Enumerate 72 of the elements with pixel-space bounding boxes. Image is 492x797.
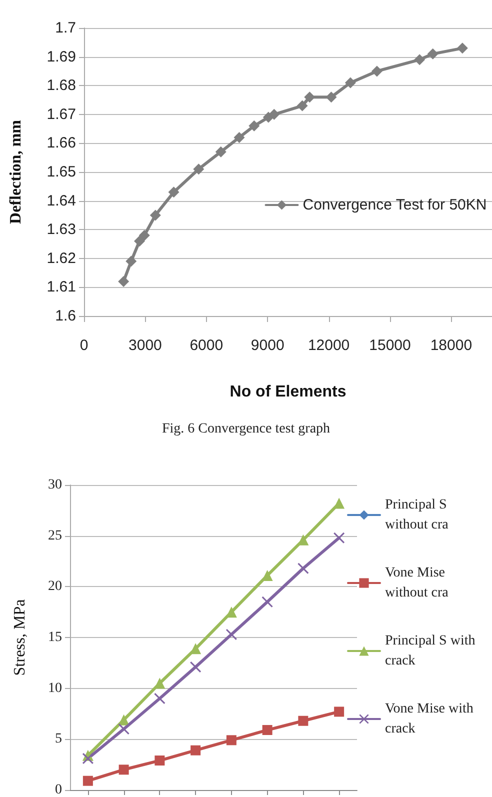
point [138,230,150,241]
point [427,48,438,60]
point [371,66,382,77]
x-tick-label: 18000 [430,337,472,354]
point [193,164,204,175]
caption: Fig. 6 Convergence test graph [162,422,330,436]
point [154,693,166,704]
y-tick-label: 1.7 [55,20,76,36]
y-tick-label: 1.6 [55,308,76,324]
y-tick-label: 30 [48,478,62,492]
x-tick-label: 12000 [308,337,350,354]
y-tick-label: 1.69 [46,48,76,66]
point [215,146,226,158]
y-tick-label: 1.62 [46,250,76,267]
legend-label: Vone Mise without cra [385,566,450,600]
x-tick-label: 3000 [128,337,162,354]
point [226,735,236,746]
point [296,100,308,112]
x-tick-label: 0 [80,337,88,354]
y-tick-label: 20 [48,579,62,594]
point [334,532,345,544]
y-axis-title: Deflection, mm [8,119,24,224]
point [190,745,201,756]
point [82,776,93,786]
legend-label: Principal S with crack [385,634,479,668]
y-tick-label: 1.61 [46,278,76,296]
point [168,186,180,198]
point [262,725,272,736]
point [150,210,161,221]
point [226,628,237,640]
point [326,92,337,103]
point [118,764,129,775]
point [82,752,94,764]
x-tick-label: 6000 [190,337,224,354]
point [334,498,345,509]
y-tick-label: 0 [55,782,62,797]
x-tick-label: 9000 [250,337,284,354]
y-tick-label: 5 [55,732,62,747]
legend-label: Vone Mise with crack [385,702,477,736]
point [126,256,137,267]
y-tick-label: 15 [48,630,62,645]
point [268,108,280,120]
point [234,132,245,143]
y-tick-label: 1.65 [46,164,76,180]
x-axis-title: No of Elements [230,384,346,400]
point [248,120,260,132]
x-tick-label: 15000 [369,337,411,354]
point [414,54,426,66]
point [134,236,145,247]
y-tick-label: 25 [48,528,62,544]
legend-label: Principal S without cra [385,498,450,532]
point [262,596,273,608]
y-axis-title: Stress, MPa [12,599,28,676]
point [344,77,356,88]
point [334,706,344,717]
point [190,661,202,672]
point [118,276,130,287]
point [298,716,308,726]
y-tick-label: 1.64 [46,192,76,210]
point [298,562,309,574]
point [154,678,166,689]
point [154,756,165,766]
y-tick-label: 1.63 [46,221,76,238]
y-tick-label: 1.68 [46,77,76,94]
point [304,92,316,103]
y-tick-label: 1.66 [46,134,76,152]
point [190,643,202,654]
point [118,724,130,734]
legend-label: Convergence Test for 50KN [302,196,487,214]
y-tick-label: 1.67 [46,106,76,123]
y-tick-label: 10 [48,680,62,696]
point [456,42,468,54]
